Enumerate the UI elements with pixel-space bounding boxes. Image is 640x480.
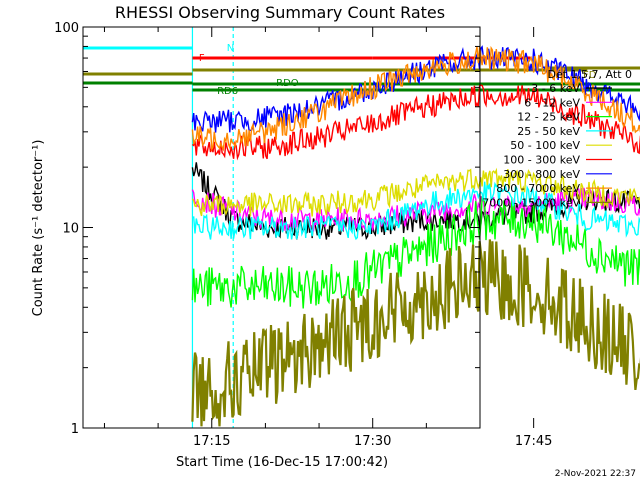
legend-item-label: 3 - 6 keV xyxy=(531,82,580,95)
flag-label: F xyxy=(199,53,205,64)
y-tick-label: 1 xyxy=(71,422,79,437)
series-line xyxy=(192,181,640,241)
series-line xyxy=(191,162,640,241)
legend-item-label: 6 - 12 keV xyxy=(524,96,580,109)
series-8 xyxy=(191,239,640,427)
series-layer xyxy=(191,45,640,427)
series-line xyxy=(191,84,640,161)
legend-item-label: 100 - 300 keV xyxy=(503,154,580,167)
legend-item-label: 25 - 50 keV xyxy=(517,125,580,138)
x-tick-label: 17:30 xyxy=(354,434,391,449)
series-3 xyxy=(192,181,640,241)
legend-item-label: 800 - 7000 keV xyxy=(496,182,580,195)
series-line xyxy=(191,195,640,309)
series-4 xyxy=(191,167,640,217)
legend-title: Det 1,5,7, Att 0 xyxy=(548,68,632,81)
legend-item-label: 12 - 25 keV xyxy=(517,111,580,124)
chart-title: RHESSI Observing Summary Count Rates xyxy=(115,3,445,22)
x-tick-label: 17:45 xyxy=(515,434,552,449)
series-2 xyxy=(191,195,640,309)
flag-label: N xyxy=(227,43,234,54)
series-7 xyxy=(191,45,640,152)
series-5 xyxy=(191,84,640,161)
flag-label: FD xyxy=(583,70,597,81)
y-tick-label: 100 xyxy=(54,21,79,36)
series-line xyxy=(191,239,640,427)
x-tick-label: 17:15 xyxy=(193,434,230,449)
flag-label: RDO xyxy=(276,78,299,89)
series-line xyxy=(191,45,640,152)
y-axis-label: Count Rate (s⁻¹ detector⁻¹) xyxy=(31,140,46,317)
footer-date: 2-Nov-2021 22:37 xyxy=(555,469,636,479)
flag-label: RD6 xyxy=(217,86,238,97)
legend-item-label: 7000 - 15000 keV xyxy=(482,196,580,209)
legend-item-label: 50 - 100 keV xyxy=(510,139,580,152)
series-line xyxy=(191,167,640,217)
series-0 xyxy=(191,162,640,241)
x-axis-label: Start Time (16-Dec-15 17:00:42) xyxy=(176,455,388,470)
y-tick-label: 10 xyxy=(62,222,79,237)
legend-item-label: 300 - 800 keV xyxy=(503,168,580,181)
